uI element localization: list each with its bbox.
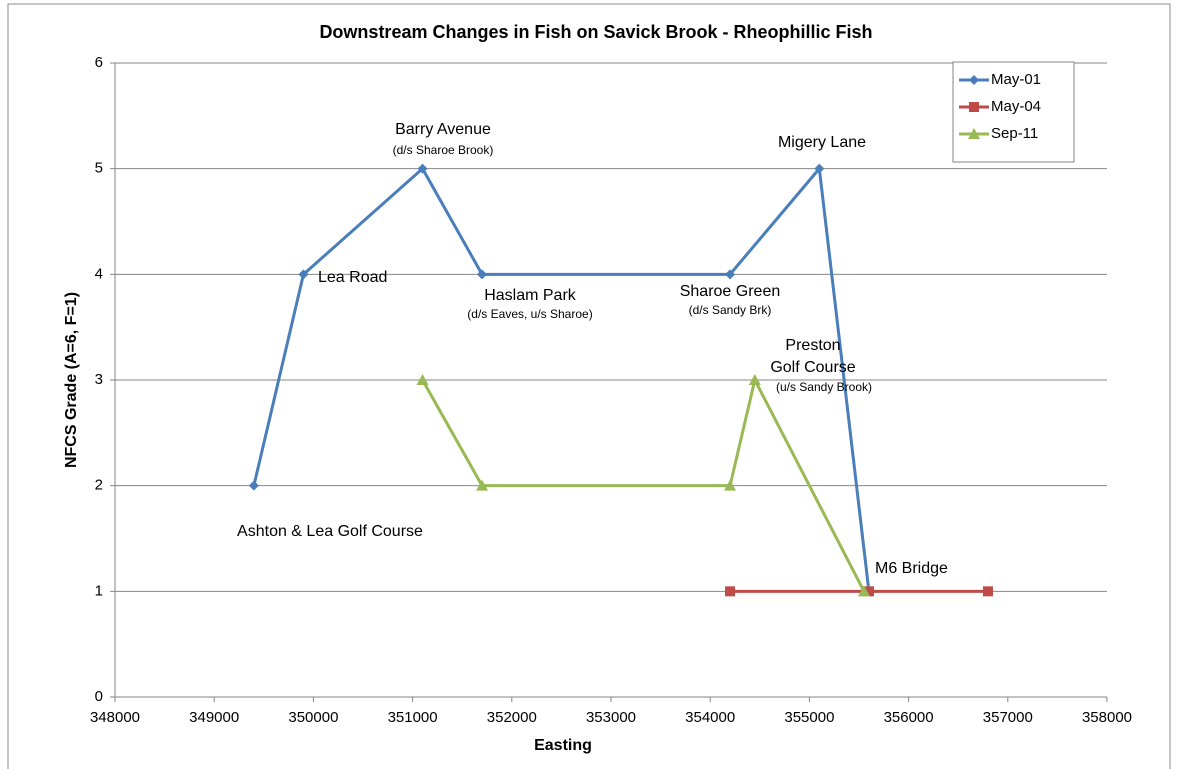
legend-marker — [969, 102, 979, 112]
y-tick-label: 4 — [95, 265, 103, 282]
marker — [724, 479, 737, 491]
x-tick-label: 348000 — [90, 709, 140, 726]
legend-label: May-01 — [991, 71, 1041, 88]
x-axis-label: Easting — [534, 737, 592, 754]
y-tick-label: 1 — [95, 582, 103, 599]
marker — [298, 269, 309, 280]
annotation: Barry Avenue — [395, 121, 491, 138]
marker — [748, 374, 761, 385]
annotation: Lea Road — [318, 269, 387, 286]
marker — [814, 163, 825, 174]
marker — [477, 269, 488, 280]
legend-marker — [968, 128, 980, 139]
marker — [248, 480, 259, 491]
x-tick-label: 357000 — [983, 709, 1033, 726]
marker — [417, 163, 428, 174]
annotation: (d/s Sharoe Brook) — [393, 143, 494, 157]
x-tick-label: 351000 — [388, 709, 438, 726]
y-tick-label: 0 — [95, 688, 103, 705]
x-tick-label: 350000 — [288, 709, 338, 726]
annotation: (d/s Eaves, u/s Sharoe) — [467, 307, 592, 321]
x-tick-label: 349000 — [189, 709, 239, 726]
annotation: Ashton & Lea Golf Course — [237, 523, 423, 540]
annotation: Sharoe Green — [680, 283, 781, 300]
x-tick-label: 356000 — [884, 709, 934, 726]
y-axis-label: NFCS Grade (A=6, F=1) — [63, 292, 80, 468]
marker — [725, 269, 736, 280]
marker — [863, 586, 874, 597]
annotation: (d/s Sandy Brk) — [689, 303, 772, 317]
annotation: (u/s Sandy Brook) — [776, 380, 872, 394]
legend-label: Sep-11 — [991, 125, 1038, 142]
marker — [476, 479, 489, 491]
x-tick-label: 352000 — [487, 709, 537, 726]
x-tick-label: 354000 — [685, 709, 735, 726]
y-tick-label: 5 — [95, 160, 103, 177]
marker — [725, 586, 736, 597]
x-tick-label: 358000 — [1082, 709, 1132, 726]
annotation: Golf Course — [770, 359, 855, 376]
annotation: M6 Bridge — [875, 560, 948, 577]
annotation: Preston — [785, 337, 840, 354]
annotation: Migery Lane — [778, 134, 866, 151]
legend-marker — [969, 75, 979, 85]
marker — [982, 586, 993, 597]
marker — [857, 585, 870, 597]
y-tick-label: 2 — [95, 477, 103, 494]
x-tick-label: 355000 — [784, 709, 834, 726]
annotation: Haslam Park — [484, 287, 577, 304]
legend-label: May-04 — [991, 98, 1041, 115]
chart-title: Downstream Changes in Fish on Savick Bro… — [319, 22, 872, 42]
x-tick-label: 353000 — [586, 709, 636, 726]
marker — [416, 374, 429, 385]
y-tick-label: 6 — [95, 54, 103, 71]
y-tick-label: 3 — [95, 371, 103, 388]
